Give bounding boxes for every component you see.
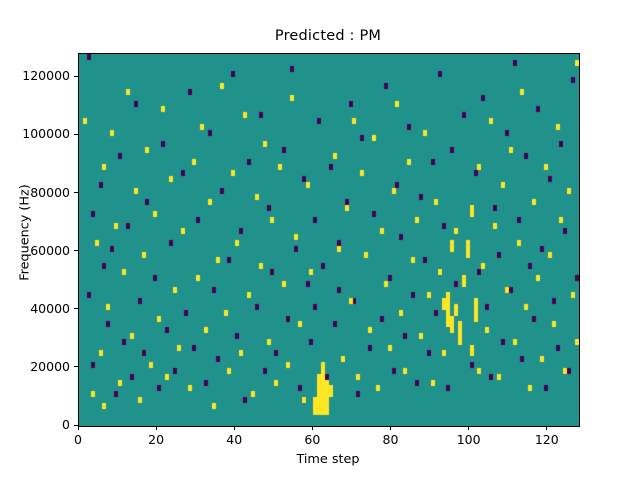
y-tick-label: 120000 <box>22 68 70 84</box>
heatmap-axes <box>78 53 580 427</box>
y-tick-mark <box>74 308 78 310</box>
y-tick-mark <box>74 366 78 368</box>
y-tick-label: 60000 <box>30 242 70 258</box>
x-tick-label: 120 <box>534 432 559 447</box>
y-tick-mark <box>74 133 78 135</box>
y-tick-mark <box>74 250 78 252</box>
x-tick-mark <box>390 426 391 430</box>
x-tick-label: 100 <box>456 432 481 447</box>
x-tick-label: 40 <box>226 432 243 447</box>
chart-title: Predicted : PM <box>274 28 382 44</box>
x-tick-mark <box>155 426 157 430</box>
x-tick-label: 20 <box>148 432 165 447</box>
x-tick-mark <box>468 426 470 430</box>
x-tick-label: 0 <box>74 432 82 447</box>
y-tick-label: 100000 <box>22 126 70 142</box>
x-tick-label: 80 <box>382 432 399 447</box>
x-tick-mark <box>233 426 235 430</box>
x-axis-label: Time step <box>296 452 360 467</box>
y-tick-mark <box>74 75 78 77</box>
y-tick-label: 80000 <box>30 184 70 200</box>
y-tick-label: 40000 <box>30 300 70 316</box>
y-tick-label: 20000 <box>30 358 70 374</box>
y-axis-label: Frequency (Hz) <box>17 184 33 281</box>
x-tick-label: 60 <box>304 432 321 447</box>
y-tick-mark <box>74 192 78 193</box>
y-tick-label: 0 <box>62 417 70 432</box>
x-tick-mark <box>77 426 79 430</box>
spectrogram-mesh <box>79 54 579 426</box>
y-tick-mark <box>74 424 78 426</box>
x-tick-mark <box>311 426 313 430</box>
x-tick-mark <box>546 426 548 430</box>
